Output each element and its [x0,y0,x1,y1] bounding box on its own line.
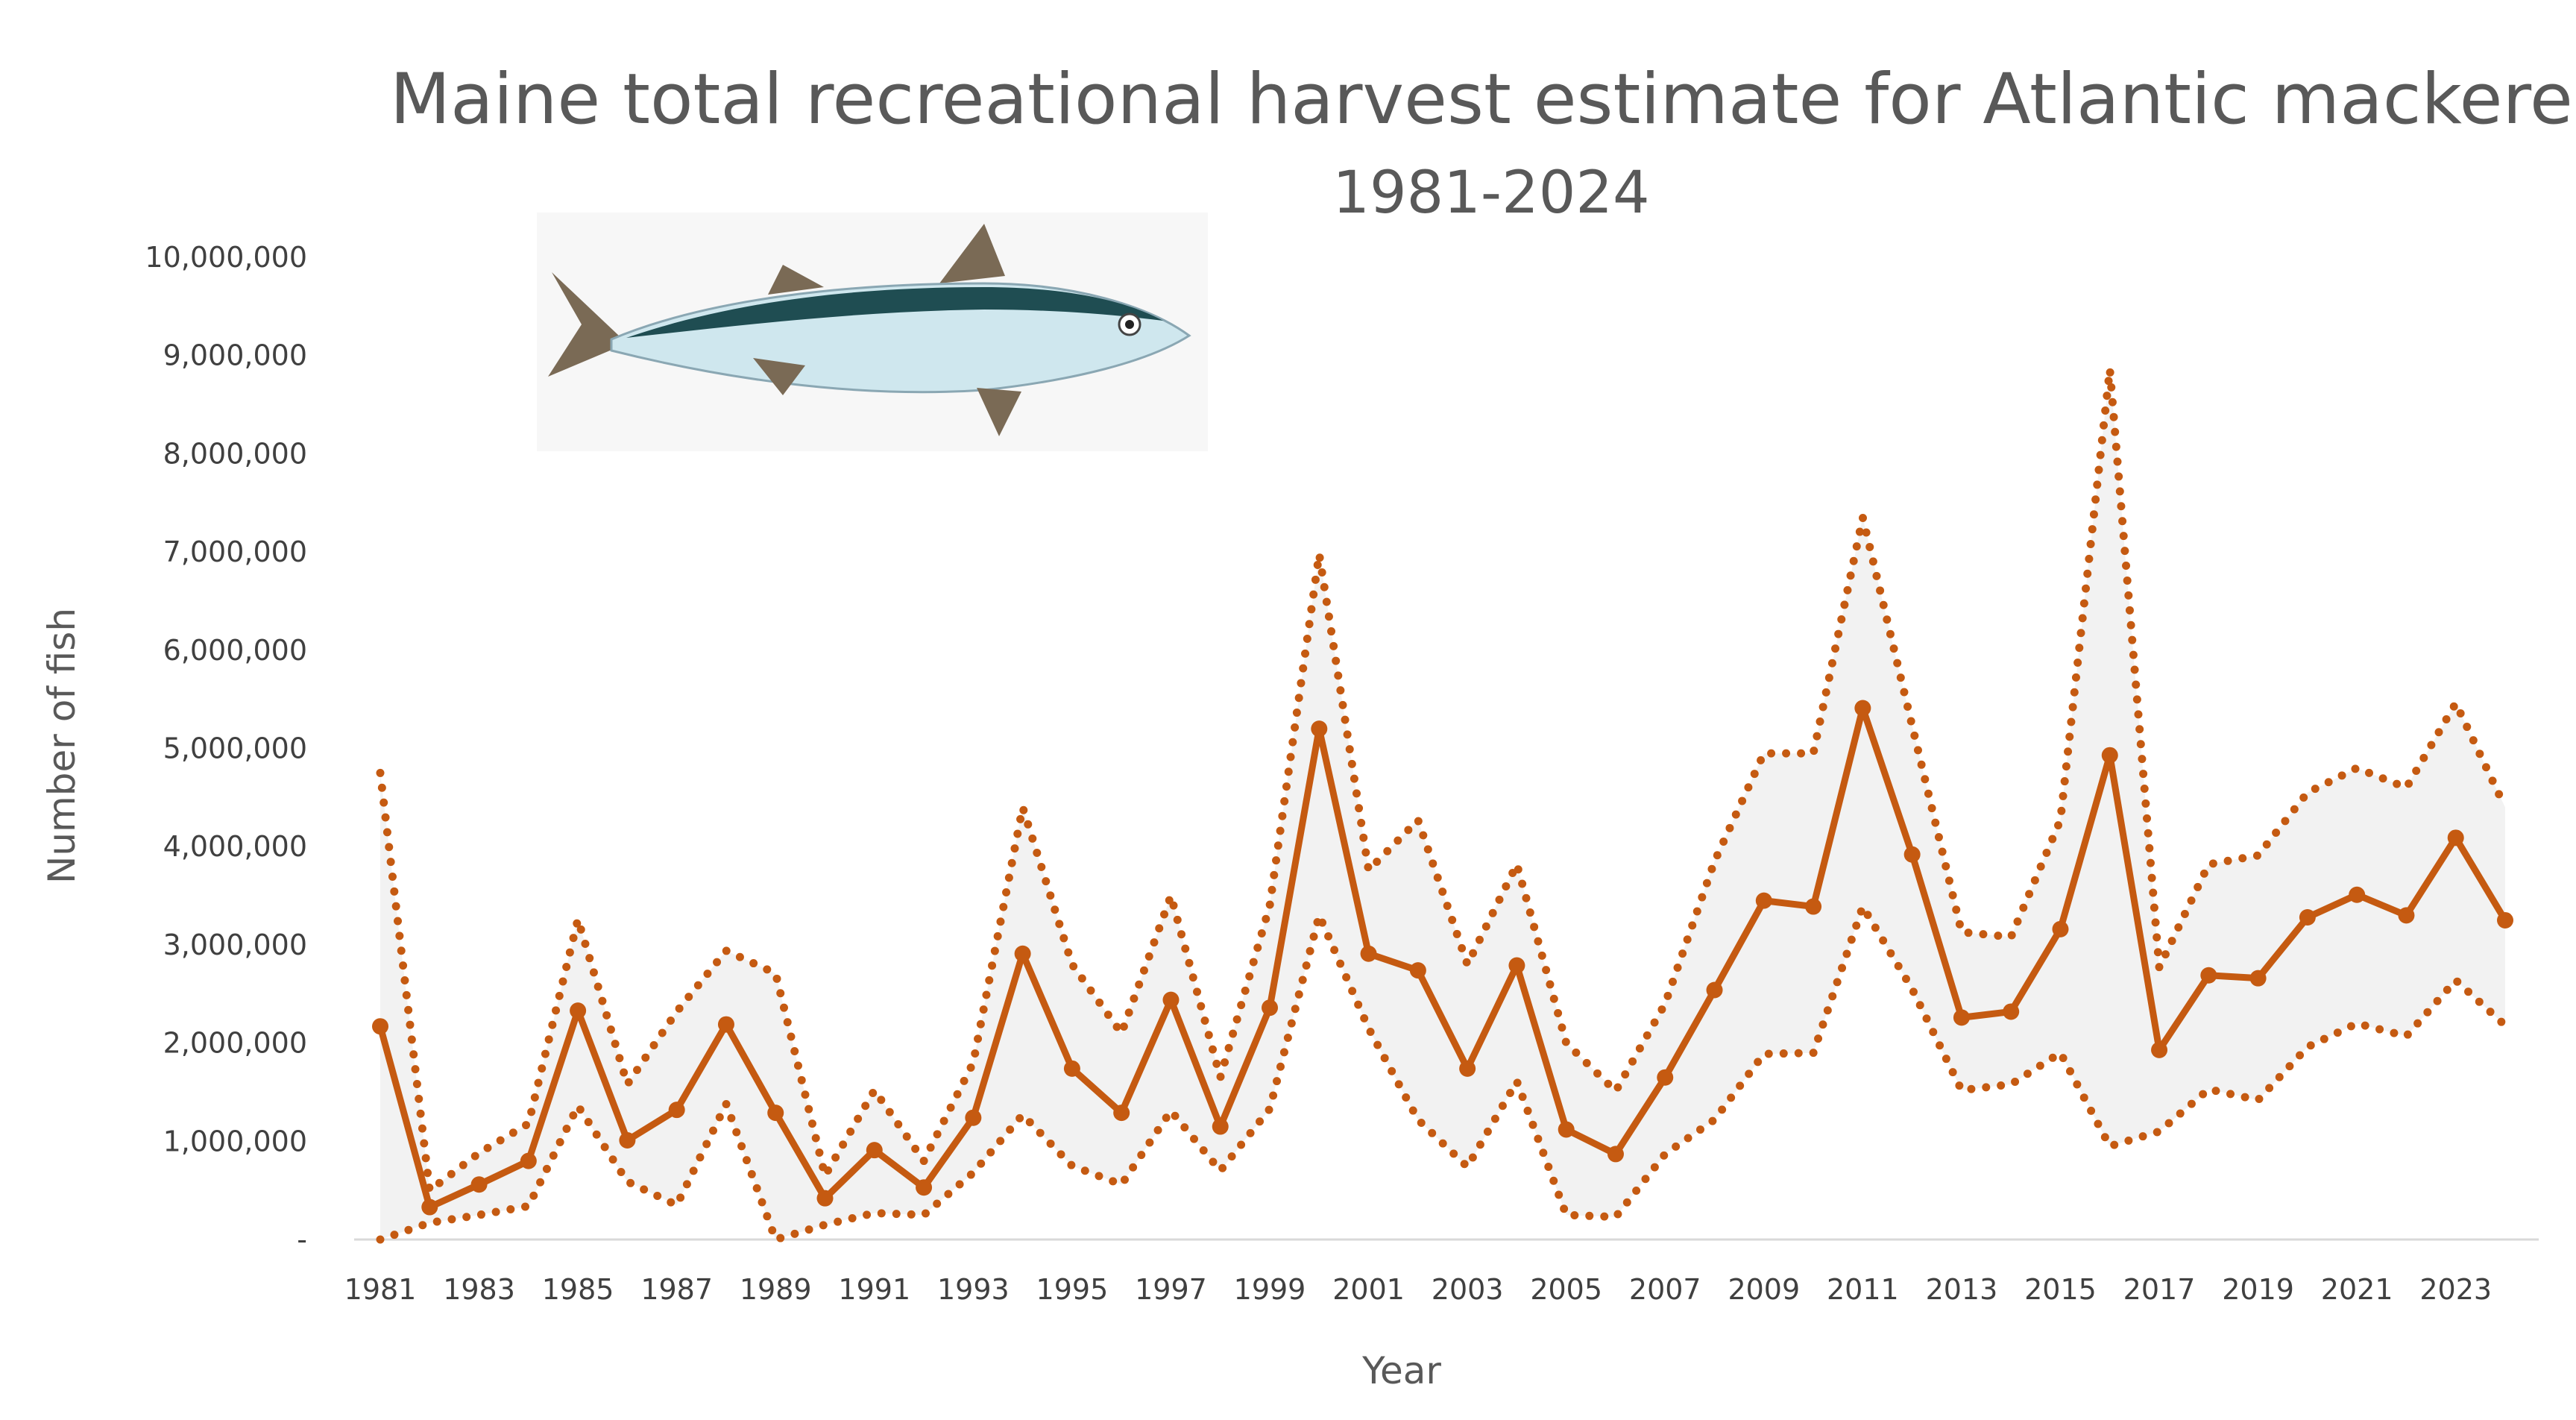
data-point [1903,846,1921,863]
confidence-band [380,369,2505,1240]
x-tick-label: 2009 [1728,1273,1800,1306]
x-tick-label: 1989 [740,1273,812,1306]
data-point [1262,999,1279,1017]
y-tick-label: 7,000,000 [163,535,307,568]
data-point [1706,981,1723,999]
data-point [1755,892,1772,909]
x-axis: 1981 1983 1985 1987 1989 1991 1993 1995 1997 1999… [344,1273,2492,1306]
x-tick-label: 2001 [1332,1273,1405,1306]
data-point [1014,945,1031,962]
data-point [1113,1105,1130,1122]
x-tick-label: 2007 [1629,1273,1701,1306]
fish-dorsal-fin [939,224,1005,283]
data-point [1558,1121,1575,1138]
x-tick-label: 2003 [1432,1273,1504,1306]
data-point [570,1002,587,1020]
x-tick-label: 1983 [443,1273,515,1306]
data-point [2200,967,2217,984]
chart-title: Maine total recreational harvest estimat… [390,59,2576,140]
y-tick-label: 6,000,000 [163,634,307,667]
data-point [916,1179,933,1196]
y-tick-label: 4,000,000 [163,830,307,863]
data-point [1805,898,1822,915]
data-point [470,1176,488,1193]
data-point [2299,909,2316,926]
data-point [2349,886,2366,903]
data-point [2101,747,2118,764]
data-point [965,1109,982,1126]
data-point [767,1105,784,1122]
harvest-estimate-series-line [377,705,2508,1211]
x-tick-label: 2017 [2123,1273,2196,1306]
data-point [2447,829,2464,846]
data-point [668,1102,685,1119]
x-tick-label: 1987 [640,1273,713,1306]
y-tick-label: 5,000,000 [163,732,307,765]
data-point [2151,1041,2168,1058]
data-point [1508,957,1525,974]
data-point [1063,1060,1080,1077]
x-tick-label: 2023 [2419,1273,2492,1306]
data-point [1459,1060,1476,1077]
data-point [1607,1146,1624,1163]
x-axis-title: Year [1361,1349,1441,1392]
fish-pupil [1125,320,1134,329]
data-point [816,1190,834,1207]
data-point [619,1131,636,1149]
data-point [866,1142,883,1159]
data-point [2249,970,2267,987]
x-tick-label: 2015 [2024,1273,2097,1306]
x-tick-label: 1993 [937,1273,1010,1306]
fish-anal-fin [753,358,805,395]
data-point [520,1152,537,1169]
x-tick-label: 1999 [1234,1273,1306,1306]
x-tick-label: 2011 [1827,1273,1899,1306]
y-tick-label: 8,000,000 [163,437,307,470]
data-point [372,1018,388,1035]
y-tick-label: - [297,1223,307,1256]
data-point [421,1198,438,1216]
x-tick-label: 1995 [1036,1273,1109,1306]
plot-area [354,368,2539,1245]
y-tick-label: 3,000,000 [163,929,307,961]
y-axis: - 1,000,000 2,000,000 3,000,000 4,000,000 5,0… [145,241,307,1256]
data-point [717,1016,734,1033]
fish-first-dorsal-fin [768,265,824,295]
x-tick-label: 2005 [1530,1273,1602,1306]
data-point [1212,1118,1229,1135]
y-tick-label: 10,000,000 [145,241,307,274]
x-tick-label: 2013 [1926,1273,1998,1306]
data-point [2497,911,2513,929]
data-point [1311,720,1328,738]
y-tick-label: 2,000,000 [163,1027,307,1060]
fish-tail [548,272,619,377]
data-point [1409,962,1426,979]
fish-pelvic-fin [977,388,1021,436]
data-point [2398,907,2415,924]
fish-back-stripes [626,287,1163,338]
data-point [1953,1009,1970,1026]
data-point [2052,920,2069,937]
y-tick-label: 1,000,000 [163,1125,307,1157]
data-point [1360,945,1377,962]
x-tick-label: 1991 [838,1273,910,1306]
x-tick-label: 1985 [542,1273,614,1306]
chart-subtitle: 1981-2024 [1332,160,1649,227]
x-tick-label: 1997 [1135,1273,1207,1306]
data-point [1657,1069,1674,1086]
lower-bound-series-line [376,896,2510,1245]
x-tick-label: 1981 [344,1273,417,1306]
data-point [1162,991,1180,1008]
data-point [1854,700,1871,717]
upper-bound-series-line [376,368,2510,1198]
x-tick-label: 2021 [2321,1273,2393,1306]
x-tick-label: 2019 [2222,1273,2294,1306]
atlantic-mackerel-fish-icon [537,213,1208,451]
y-tick-label: 9,000,000 [163,339,307,372]
y-axis-title: Number of fish [40,608,84,884]
data-point [2003,1003,2020,1020]
